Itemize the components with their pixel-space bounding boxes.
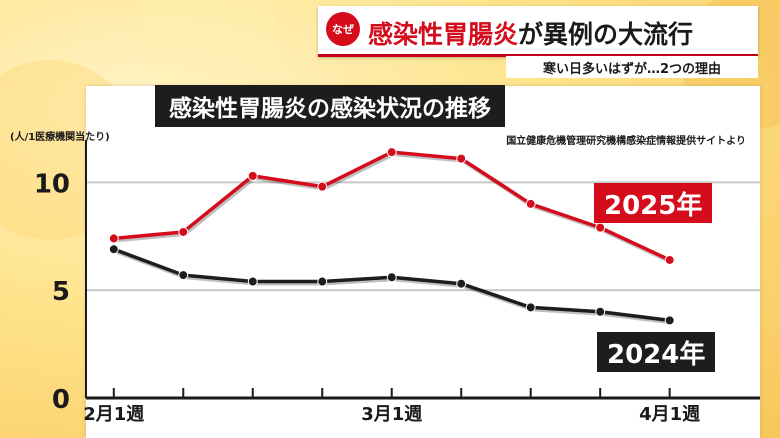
data-point-2024 [664,315,675,326]
y-tick-label: 5 [52,277,70,307]
data-point-2025 [456,153,467,164]
series-line-2024 [113,247,670,323]
headline-black: が異例の大流行 [518,20,694,49]
data-point-2025 [595,222,606,233]
series-line-shadow [115,152,673,264]
data-point-2025 [664,254,675,265]
chart-title: 感染性胃腸炎の感染状況の推移 [155,85,505,127]
data-point-2024 [108,244,119,255]
headline: 感染性胃腸炎が異例の大流行 [368,15,693,51]
naze-badge: なぜ [326,12,360,46]
data-point-2024 [595,306,606,317]
data-point-2025 [317,181,328,192]
data-point-2025 [178,226,189,237]
legend-2025: 2025年 [594,183,713,223]
data-point-2025 [525,198,536,209]
data-point-2025 [247,170,258,181]
data-point-2025 [108,233,119,244]
series-line-2025 [113,150,671,262]
data-point-2024 [386,272,397,283]
y-tick-label: 10 [34,169,70,199]
x-tick-label: 2月1週 [83,404,144,425]
x-tick-label: 3月1週 [361,404,422,425]
data-point-2024 [525,302,536,313]
source-credit: 国立健康危機管理研究機構感染症情報提供サイトより [506,136,746,147]
data-point-2024 [317,276,328,287]
data-point-2025 [386,147,397,158]
subtitle: 寒い日多いはずが…2つの理由 [506,56,758,78]
x-tick-label: 4月1週 [639,404,700,425]
data-point-2024 [178,270,189,281]
y-axis-unit: (人/1医療機関当たり) [10,132,110,143]
y-tick-label: 0 [52,385,70,415]
headline-red: 感染性胃腸炎 [368,20,519,49]
data-point-2024 [456,278,467,289]
chart-panel [86,86,760,438]
data-point-2024 [247,276,258,287]
legend-2024: 2024年 [597,332,716,372]
headline-bar: なぜ 感染性胃腸炎が異例の大流行 [318,6,758,57]
